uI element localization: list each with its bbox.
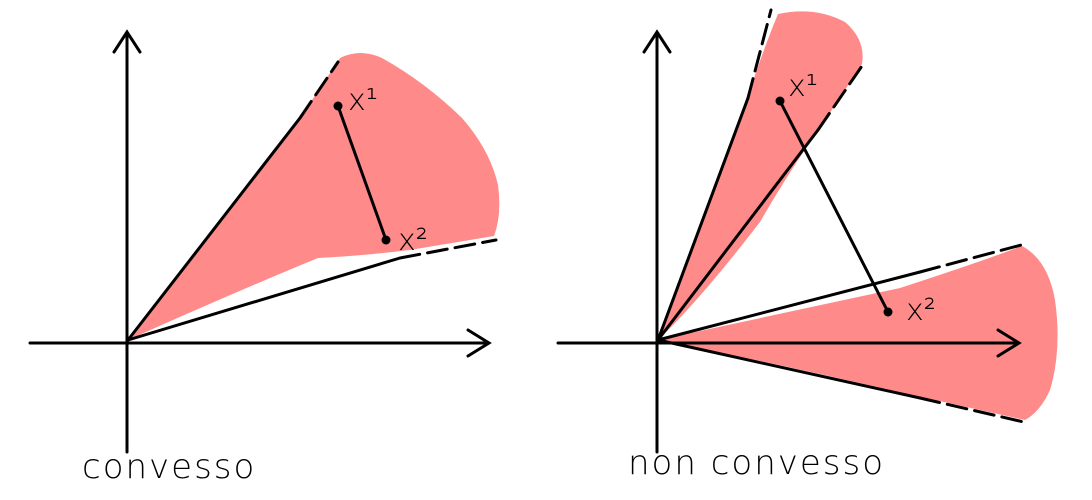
- nonconvex-axes: [556, 29, 1022, 454]
- nonconvex-label-x2: x²: [906, 293, 936, 328]
- convex-axes: [28, 29, 492, 454]
- convex-point-x1: [333, 101, 343, 111]
- nonconvex-upper-right-ray: [656, 128, 820, 342]
- nonconvex-upper-cone-region: [658, 11, 863, 340]
- convex-x-arrowhead: [466, 328, 492, 358]
- nonconvex-caption: non convesso: [628, 443, 885, 483]
- convex-lower-ray-dashed: [398, 238, 498, 260]
- convex-upper-ray-dashed: [298, 60, 340, 120]
- nonconvex-point-x2: [883, 307, 893, 317]
- nonconvex-segment: [778, 99, 890, 314]
- nonconvex-lower-upper-ray-dashed: [918, 242, 1027, 274]
- nonconvex-lower-lower-ray: [656, 338, 922, 400]
- nonconvex-y-arrowhead: [642, 29, 672, 54]
- nonconvex-x-arrowhead: [996, 328, 1022, 358]
- convex-upper-ray: [126, 116, 302, 342]
- nonconvex-lower-cone-region: [658, 246, 1058, 420]
- convex-point-x2: [381, 235, 391, 245]
- nonconvex-upper-right-ray-dashed: [816, 61, 866, 132]
- convex-cone-region: [128, 53, 500, 340]
- convex-caption: convesso: [82, 447, 256, 487]
- nonconvex-point-x1: [775, 96, 785, 106]
- nonconvex-upper-rays: [656, 8, 866, 342]
- nonconvex-upper-left-ray: [656, 96, 750, 342]
- convex-panel: x¹ x² convesso: [28, 29, 500, 487]
- nonconvex-lower-upper-ray: [656, 270, 922, 342]
- convex-lower-ray: [126, 256, 402, 342]
- convex-cone-rays: [126, 60, 498, 342]
- convex-y-arrowhead: [112, 29, 142, 54]
- nonconvex-label-x1: x¹: [788, 69, 818, 104]
- nonconvex-upper-left-ray-dashed: [746, 8, 773, 100]
- nonconvex-panel: x¹ x² non convesso: [556, 8, 1058, 483]
- nonconvex-lower-lower-ray-dashed: [918, 396, 1030, 425]
- convex-label-x1: x¹: [348, 83, 378, 118]
- convex-label-x2: x²: [398, 223, 428, 258]
- convex-segment: [336, 104, 388, 242]
- nonconvex-lower-rays: [656, 242, 1030, 425]
